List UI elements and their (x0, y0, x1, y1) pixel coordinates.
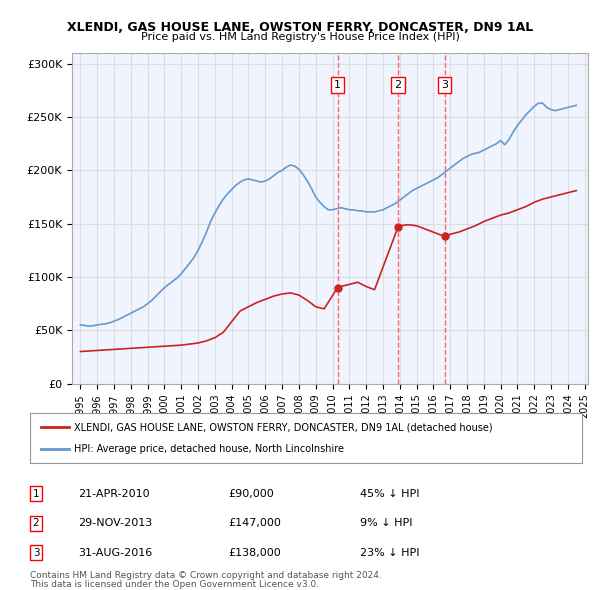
Text: 1: 1 (32, 489, 40, 499)
Text: 23% ↓ HPI: 23% ↓ HPI (360, 548, 419, 558)
Text: 29-NOV-2013: 29-NOV-2013 (78, 519, 152, 528)
Text: 3: 3 (441, 80, 448, 90)
Text: 2: 2 (32, 519, 40, 528)
Text: 45% ↓ HPI: 45% ↓ HPI (360, 489, 419, 499)
Text: 1: 1 (334, 80, 341, 90)
Text: 9% ↓ HPI: 9% ↓ HPI (360, 519, 413, 528)
Text: XLENDI, GAS HOUSE LANE, OWSTON FERRY, DONCASTER, DN9 1AL: XLENDI, GAS HOUSE LANE, OWSTON FERRY, DO… (67, 21, 533, 34)
Text: Contains HM Land Registry data © Crown copyright and database right 2024.: Contains HM Land Registry data © Crown c… (30, 571, 382, 580)
Text: XLENDI, GAS HOUSE LANE, OWSTON FERRY, DONCASTER, DN9 1AL (detached house): XLENDI, GAS HOUSE LANE, OWSTON FERRY, DO… (74, 422, 493, 432)
Text: 31-AUG-2016: 31-AUG-2016 (78, 548, 152, 558)
Text: This data is licensed under the Open Government Licence v3.0.: This data is licensed under the Open Gov… (30, 579, 319, 589)
Text: £147,000: £147,000 (228, 519, 281, 528)
Text: 3: 3 (32, 548, 40, 558)
Text: £90,000: £90,000 (228, 489, 274, 499)
Text: HPI: Average price, detached house, North Lincolnshire: HPI: Average price, detached house, Nort… (74, 444, 344, 454)
Text: £138,000: £138,000 (228, 548, 281, 558)
Text: 21-APR-2010: 21-APR-2010 (78, 489, 149, 499)
Text: 2: 2 (395, 80, 401, 90)
Text: Price paid vs. HM Land Registry's House Price Index (HPI): Price paid vs. HM Land Registry's House … (140, 32, 460, 42)
